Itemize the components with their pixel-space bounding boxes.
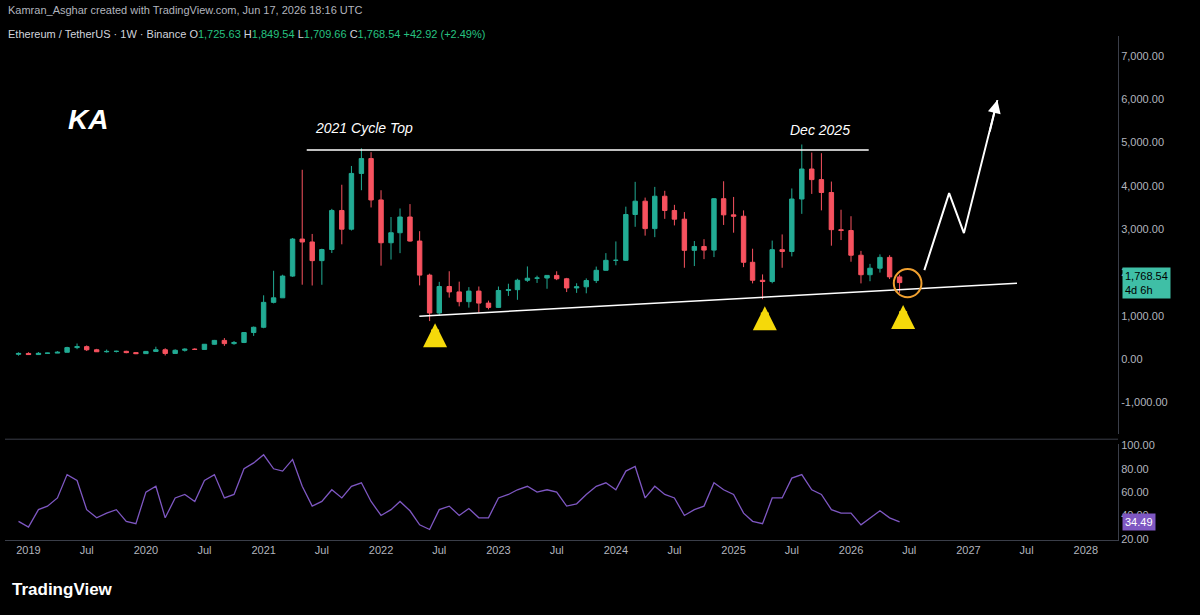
svg-text:2027: 2027 xyxy=(956,544,980,556)
svg-text:1,768.544d 6h: 1,768.544d 6h xyxy=(1125,270,1168,296)
svg-text:Jul: Jul xyxy=(667,544,681,556)
svg-text:2021: 2021 xyxy=(251,544,275,556)
svg-text:Jul: Jul xyxy=(315,544,329,556)
svg-text:2023: 2023 xyxy=(486,544,510,556)
svg-text:Jul: Jul xyxy=(902,544,916,556)
svg-text:80.00: 80.00 xyxy=(1121,463,1149,475)
svg-text:5,000.00: 5,000.00 xyxy=(1121,136,1164,148)
svg-text:40.00: 40.00 xyxy=(1121,509,1149,521)
svg-text:-1,000.00: -1,000.00 xyxy=(1121,396,1167,408)
svg-text:2020: 2020 xyxy=(134,544,158,556)
svg-text:2024: 2024 xyxy=(604,544,628,556)
svg-text:3,000.00: 3,000.00 xyxy=(1121,223,1164,235)
svg-text:34.49: 34.49 xyxy=(1125,516,1153,528)
svg-text:2019: 2019 xyxy=(16,544,40,556)
svg-text:2,000.00: 2,000.00 xyxy=(1121,266,1164,278)
svg-text:Jul: Jul xyxy=(197,544,211,556)
svg-text:2028: 2028 xyxy=(1074,544,1098,556)
svg-text:6,000.00: 6,000.00 xyxy=(1121,93,1164,105)
svg-text:4,000.00: 4,000.00 xyxy=(1121,180,1164,192)
html-text:TradingView: TradingView xyxy=(12,580,112,599)
svg-text:0.00: 0.00 xyxy=(1121,353,1142,365)
svg-text:2025: 2025 xyxy=(721,544,745,556)
svg-text:Jul: Jul xyxy=(432,544,446,556)
html-text:KA: KA xyxy=(68,104,109,135)
svg-text:2026: 2026 xyxy=(839,544,863,556)
svg-text:1,000.00: 1,000.00 xyxy=(1121,310,1164,322)
svg-text:2021 Cycle Top: 2021 Cycle Top xyxy=(315,120,413,136)
svg-text:60.00: 60.00 xyxy=(1121,486,1149,498)
html-text:Kamran_Asghar created with Tra: Kamran_Asghar created with TradingView.c… xyxy=(8,4,363,16)
svg-text:100.00: 100.00 xyxy=(1121,439,1155,451)
svg-text:Jul: Jul xyxy=(1020,544,1034,556)
svg-text:2022: 2022 xyxy=(369,544,393,556)
svg-text:Jul: Jul xyxy=(550,544,564,556)
svg-text:20.00: 20.00 xyxy=(1121,533,1149,545)
svg-text:Jul: Jul xyxy=(80,544,94,556)
svg-text:Dec 2025: Dec 2025 xyxy=(790,122,850,138)
svg-text:Jul: Jul xyxy=(785,544,799,556)
svg-text:7,000.00: 7,000.00 xyxy=(1121,50,1164,62)
html-text:Ethereum / TetherUS · 1W · Bin: Ethereum / TetherUS · 1W · Binance O 1,7… xyxy=(8,28,486,40)
